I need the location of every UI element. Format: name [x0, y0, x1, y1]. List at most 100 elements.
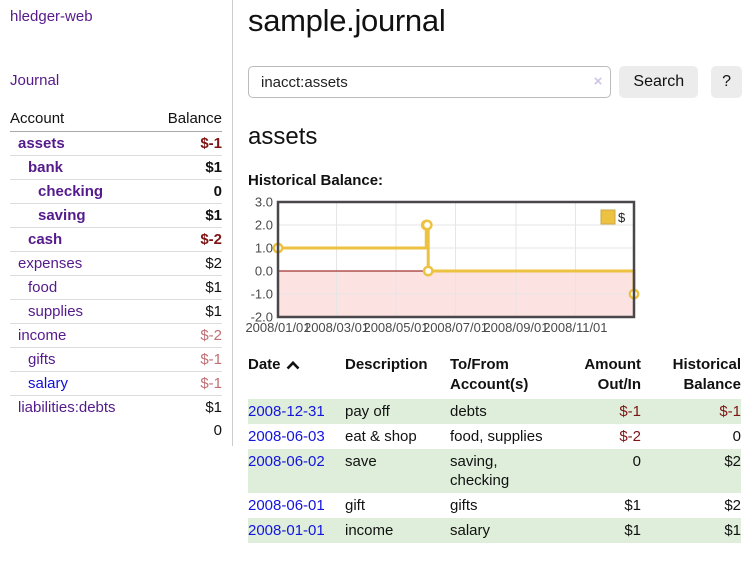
- register-header-accounts: To/From Account(s): [450, 356, 529, 393]
- transaction-date-link[interactable]: 2008-06-03: [248, 428, 325, 445]
- sidebar: hledger-web Journal Account Balance asse…: [0, 0, 233, 446]
- historical-balance-chart: $3.0 2.0 1.0 0.0 -1.0 -2.0 2008/01/01 2008/03/0…: [240, 194, 742, 336]
- account-balance: $1: [150, 155, 222, 180]
- x-tick-label: 2008/05/01: [363, 320, 428, 335]
- transaction-accounts: salary: [450, 518, 556, 543]
- account-row: liabilities:debts $1: [10, 395, 222, 419]
- account-link-cash[interactable]: cash: [28, 231, 63, 248]
- account-row: bank $1: [10, 155, 222, 180]
- register-row: 2008-06-03 eat & shop food, supplies $-2 0: [248, 424, 741, 449]
- register-row: 2008-12-31 pay off debts $-1 $-1: [248, 399, 741, 424]
- account-balance: $-1: [150, 371, 222, 396]
- chart-canvas: $3.0 2.0 1.0 0.0 -1.0 -2.02008/01/012008/03/0…: [245, 195, 640, 335]
- accounts-total-value: 0: [213, 422, 222, 439]
- search-box: ×: [248, 66, 612, 98]
- y-tick-label: 3.0: [255, 195, 273, 210]
- register-header-amount: Amount Out/In: [584, 356, 641, 393]
- account-heading: assets: [248, 123, 318, 150]
- x-tick-label: 2008/03/01: [304, 320, 369, 335]
- transaction-accounts: debts: [450, 399, 556, 424]
- search-button[interactable]: Search: [619, 66, 699, 98]
- accounts-header-balance: Balance: [150, 108, 222, 132]
- account-balance: $-1: [200, 135, 222, 152]
- transaction-balance: 0: [732, 428, 741, 445]
- account-link-gifts[interactable]: gifts: [28, 351, 56, 368]
- data-point: [422, 265, 434, 277]
- x-tick-label: 2008/01/01: [245, 320, 310, 335]
- account-balance: $-1: [150, 347, 222, 372]
- legend-swatch: [600, 209, 616, 225]
- register-row: 2008-01-01 income salary $1 $1: [248, 518, 741, 543]
- account-balance: 0: [150, 179, 222, 204]
- transaction-amount: 0: [556, 449, 641, 493]
- register-table: Date Description To/From Account(s) Amou…: [248, 353, 741, 543]
- account-link-income[interactable]: income: [18, 327, 67, 344]
- transaction-date-link[interactable]: 2008-06-01: [248, 497, 325, 514]
- account-link-salary[interactable]: salary: [28, 375, 69, 392]
- register-header-description: Description: [345, 356, 428, 373]
- account-row: expenses $2: [10, 251, 222, 276]
- y-tick-label: 1.0: [255, 241, 273, 256]
- sidebar-item-journal[interactable]: Journal: [10, 72, 60, 89]
- transaction-balance: $1: [641, 518, 741, 543]
- transaction-description: gift: [345, 497, 366, 514]
- transaction-amount: $-2: [619, 428, 641, 445]
- transaction-accounts: saving, checking: [450, 449, 556, 493]
- y-tick-label: 0.0: [255, 264, 273, 279]
- account-link-liabilities-debts[interactable]: liabilities:debts: [18, 399, 116, 416]
- y-tick-label: -2.0: [251, 310, 273, 325]
- register-row: 2008-06-01 gift gifts $1 $2: [248, 493, 741, 518]
- transaction-accounts: gifts: [450, 497, 478, 514]
- account-row: saving $1: [10, 203, 222, 228]
- page-title: sample.journal: [248, 3, 446, 38]
- account-link-food[interactable]: food: [28, 279, 58, 296]
- account-row: gifts $-1: [10, 347, 222, 372]
- x-tick-label: 2008/09/01: [483, 320, 548, 335]
- account-row: food $1: [10, 275, 222, 300]
- account-balance: $2: [150, 251, 222, 276]
- account-balance: $1: [150, 203, 222, 228]
- transaction-accounts: food, supplies: [450, 428, 543, 445]
- account-balance: $-2: [150, 227, 222, 252]
- transaction-amount: $-1: [556, 399, 641, 424]
- transaction-balance: $2: [724, 497, 741, 514]
- y-tick-label: 2.0: [255, 218, 273, 233]
- chart-title: Historical Balance:: [248, 172, 384, 189]
- main-content: sample.journal × Search ? assets Histori…: [245, 0, 742, 543]
- accounts-total-row: 0: [10, 419, 222, 442]
- account-row: income $-2: [10, 323, 222, 348]
- register-row: 2008-06-02 save saving, checking 0 $2: [248, 449, 741, 493]
- transaction-amount: $1: [556, 518, 641, 543]
- help-button[interactable]: ?: [711, 66, 742, 98]
- account-link-assets[interactable]: assets: [18, 135, 65, 152]
- data-point: [421, 219, 433, 231]
- account-link-checking[interactable]: checking: [38, 183, 104, 200]
- accounts-table: Account Balance assets $-1 bank $1 checking 0…: [10, 108, 222, 442]
- search-input[interactable]: [248, 66, 612, 98]
- register-header-date[interactable]: Date: [248, 353, 345, 399]
- account-row: checking 0: [10, 179, 222, 204]
- x-tick-label: 2008/07/01: [423, 320, 488, 335]
- transaction-date-link[interactable]: 2008-12-31: [248, 403, 325, 420]
- account-link-saving[interactable]: saving: [38, 207, 86, 224]
- clear-search-icon[interactable]: ×: [593, 73, 603, 90]
- account-link-expenses[interactable]: expenses: [18, 255, 83, 272]
- account-row: salary $-1: [10, 371, 222, 396]
- account-link-bank[interactable]: bank: [28, 159, 64, 176]
- account-row: assets $-1: [10, 132, 222, 156]
- transaction-description: save: [345, 449, 450, 493]
- app-brand-link[interactable]: hledger-web: [10, 8, 93, 25]
- transaction-description: eat & shop: [345, 428, 417, 445]
- transaction-balance: $-1: [641, 399, 741, 424]
- transaction-date-link[interactable]: 2008-06-02: [248, 453, 325, 470]
- account-balance: $1: [150, 395, 222, 419]
- transaction-balance: $2: [641, 449, 741, 493]
- account-balance: $1: [150, 275, 222, 300]
- search-row: × Search ?: [248, 66, 742, 98]
- account-balance: $1: [150, 299, 222, 324]
- transaction-date-link[interactable]: 2008-01-01: [248, 522, 325, 539]
- sort-ascending-icon: [286, 356, 300, 376]
- account-link-supplies[interactable]: supplies: [28, 303, 84, 320]
- accounts-header-account: Account: [10, 108, 151, 132]
- legend-label: $: [618, 210, 626, 225]
